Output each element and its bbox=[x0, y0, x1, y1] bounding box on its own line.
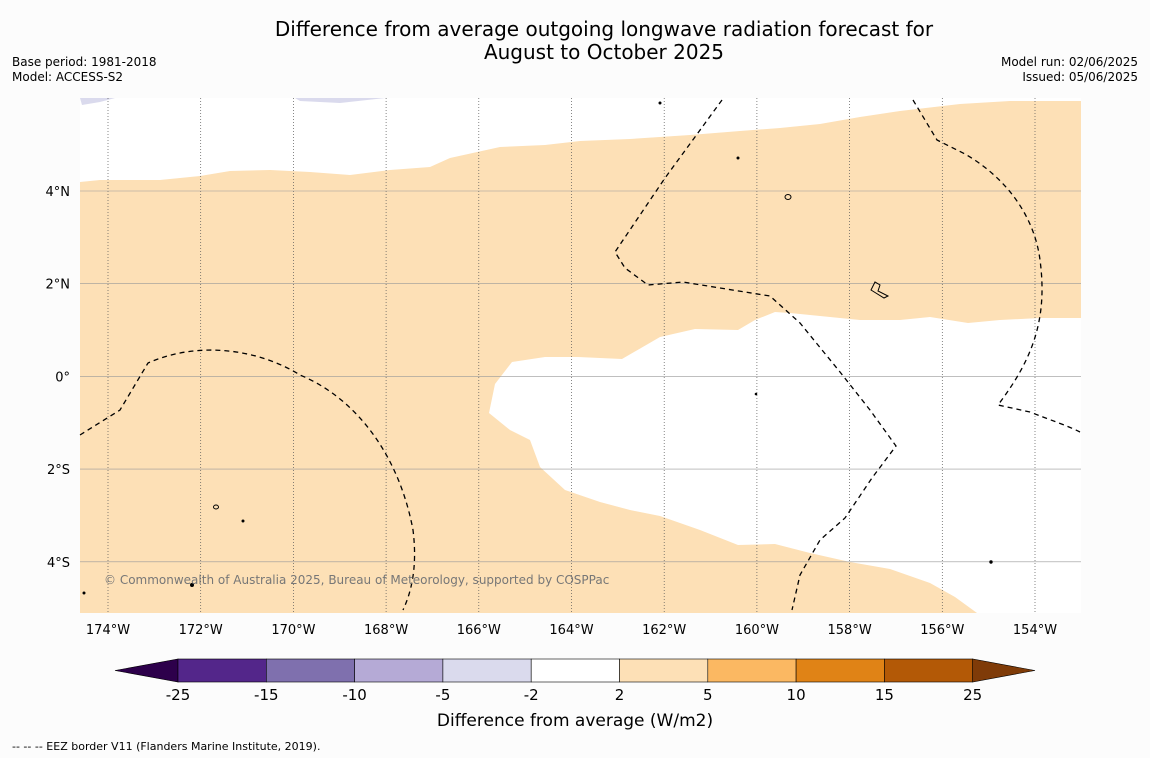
longitude-label: 160°W bbox=[735, 623, 779, 638]
colorbar-extend-low bbox=[114, 658, 179, 683]
longitude-label: 170°W bbox=[271, 623, 315, 638]
island bbox=[190, 583, 194, 587]
gridlines bbox=[80, 98, 1081, 613]
colorbar-tick-label: 2 bbox=[615, 686, 625, 704]
map-panel: © Commonwealth of Australia 2025, Bureau… bbox=[46, 98, 1081, 638]
copyright-text: © Commonwealth of Australia 2025, Bureau… bbox=[104, 573, 609, 587]
eez-border-line bbox=[912, 99, 1081, 433]
island bbox=[213, 504, 219, 510]
colorbar-tick-label: -10 bbox=[342, 686, 367, 704]
colorbar-segment bbox=[265, 658, 355, 683]
eez-border-line bbox=[79, 349, 416, 611]
latitude-label: 2°N bbox=[46, 278, 71, 293]
colorbar: -25 -15 -10 -5 -2 2 5 10 15 25 bbox=[114, 658, 1036, 704]
longitude-label: 172°W bbox=[179, 623, 223, 638]
island bbox=[82, 591, 86, 595]
positive-anomaly-region bbox=[80, 101, 1081, 613]
colorbar-segment bbox=[884, 658, 974, 683]
longitude-label: 168°W bbox=[364, 623, 408, 638]
colorbar-segment bbox=[619, 658, 709, 683]
island bbox=[754, 392, 758, 396]
longitude-label: 162°W bbox=[642, 623, 686, 638]
longitude-label: 158°W bbox=[828, 623, 872, 638]
colorbar-tick-label: 10 bbox=[787, 686, 806, 704]
colorbar-segment bbox=[442, 658, 532, 683]
longitude-label: 164°W bbox=[549, 623, 593, 638]
island bbox=[658, 101, 662, 105]
title-line-2: August to October 2025 bbox=[483, 40, 725, 64]
island bbox=[736, 156, 740, 160]
longitude-label: 174°W bbox=[86, 623, 130, 638]
negative-anomaly-patch bbox=[80, 98, 115, 105]
colorbar-tick-label: 15 bbox=[875, 686, 894, 704]
colorbar-tick-label: -5 bbox=[435, 686, 450, 704]
latitude-label: 0° bbox=[55, 370, 70, 385]
island bbox=[989, 560, 993, 564]
model-text: Model: ACCESS-S2 bbox=[12, 70, 124, 84]
colorbar-segment bbox=[354, 658, 444, 683]
longitude-label: 154°W bbox=[1013, 623, 1057, 638]
eez-legend-note: -- -- -- EEZ border V11 (Flanders Marine… bbox=[12, 740, 321, 753]
eez-border-line bbox=[614, 99, 897, 611]
colorbar-title: Difference from average (W/m2) bbox=[437, 711, 713, 731]
island bbox=[784, 194, 792, 200]
latitude-labels: 4°N 2°N 0° 2°S 4°S bbox=[46, 185, 71, 571]
chart-title: Difference from average outgoing longwav… bbox=[0, 18, 1150, 64]
colorbar-tick-label: -2 bbox=[524, 686, 539, 704]
latitude-label: 4°S bbox=[47, 556, 70, 571]
colorbar-segment bbox=[530, 658, 620, 683]
longitude-label: 156°W bbox=[920, 623, 964, 638]
latitude-label: 4°N bbox=[46, 185, 71, 200]
colorbar-tick-label: 5 bbox=[703, 686, 713, 704]
longitude-label: 166°W bbox=[457, 623, 501, 638]
islands bbox=[82, 101, 993, 595]
colorbar-tick-label: 25 bbox=[963, 686, 982, 704]
colorbar-tick-label: -15 bbox=[254, 686, 279, 704]
metadata-right: Model run: 02/06/2025 Issued: 05/06/2025 bbox=[1001, 55, 1138, 85]
colorbar-segment bbox=[177, 658, 267, 683]
negative-anomaly-patch bbox=[295, 98, 385, 103]
base-period-text: Base period: 1981-2018 bbox=[12, 55, 157, 69]
colorbar-tick-label: -25 bbox=[166, 686, 191, 704]
title-line-1: Difference from average outgoing longwav… bbox=[274, 17, 934, 41]
colorbar-segment bbox=[795, 658, 885, 683]
colorbar-segment bbox=[707, 658, 797, 683]
model-run-text: Model run: 02/06/2025 bbox=[1000, 55, 1138, 69]
island bbox=[870, 281, 890, 299]
metadata-left: Base period: 1981-2018 Model: ACCESS-S2 bbox=[12, 55, 157, 85]
longitude-labels: 174°W 172°W 170°W 168°W 166°W 164°W 162°W 160°W… bbox=[86, 623, 1057, 638]
island bbox=[241, 519, 245, 523]
latitude-label: 2°S bbox=[47, 463, 70, 478]
eez-borders bbox=[79, 99, 1081, 611]
colorbar-extend-high bbox=[972, 658, 1036, 683]
issued-text: Issued: 05/06/2025 bbox=[1022, 70, 1138, 84]
